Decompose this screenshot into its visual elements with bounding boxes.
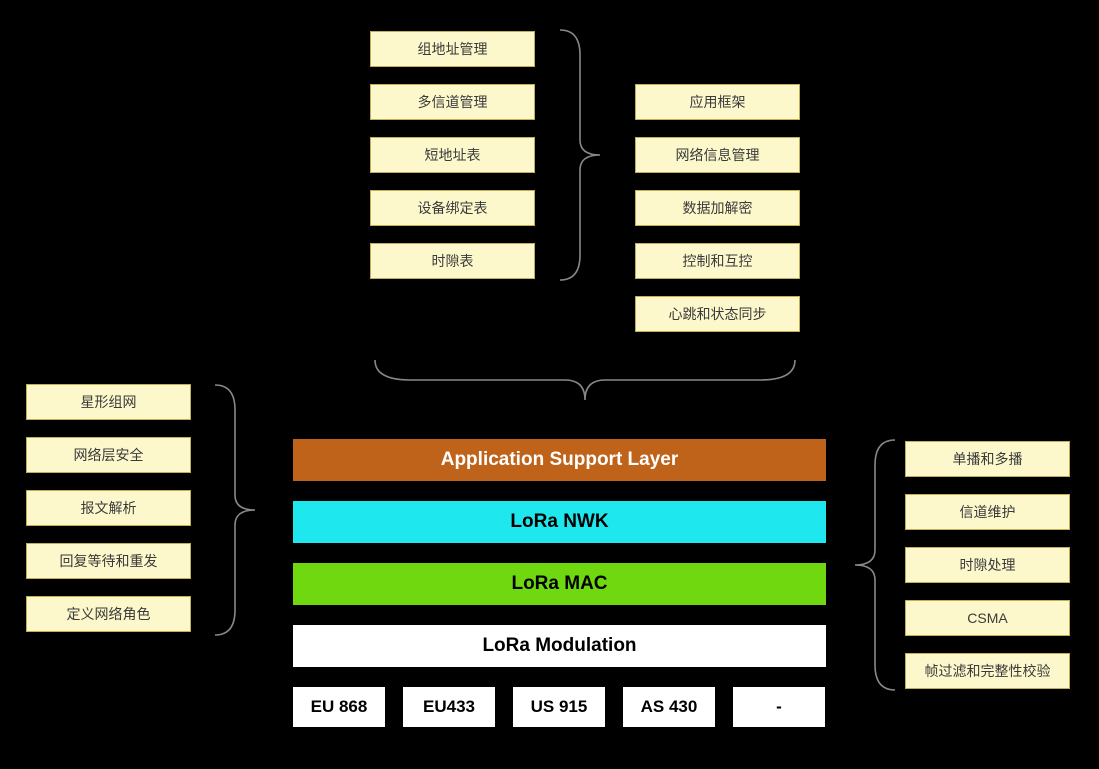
- label: 信道维护: [960, 502, 1016, 522]
- right-item: CSMA: [905, 600, 1070, 636]
- region-label: AS 430: [641, 697, 698, 717]
- label: 定义网络角色: [67, 604, 151, 624]
- top-right-item: 控制和互控: [635, 243, 800, 279]
- label: 控制和互控: [683, 251, 753, 271]
- layer-label: Application Support Layer: [441, 449, 679, 471]
- label: 星形组网: [81, 392, 137, 412]
- region-box: AS 430: [621, 685, 717, 729]
- label: 设备绑定表: [418, 198, 488, 218]
- top-left-item: 组地址管理: [370, 31, 535, 67]
- region-label: EU 868: [311, 697, 368, 717]
- label: 心跳和状态同步: [669, 304, 767, 324]
- layer-label: LoRa Modulation: [482, 635, 636, 657]
- label: 网络信息管理: [676, 145, 760, 165]
- brace-left-icon: [205, 380, 265, 640]
- label: 回复等待和重发: [60, 551, 158, 571]
- right-item: 帧过滤和完整性校验: [905, 653, 1070, 689]
- region-label: -: [776, 697, 782, 717]
- left-item: 星形组网: [26, 384, 191, 420]
- region-box: US 915: [511, 685, 607, 729]
- label: 多信道管理: [418, 92, 488, 112]
- label: 时隙处理: [960, 555, 1016, 575]
- region-box: EU 868: [291, 685, 387, 729]
- left-item: 回复等待和重发: [26, 543, 191, 579]
- layer-lora-modulation: LoRa Modulation: [291, 623, 828, 669]
- label: 组地址管理: [418, 39, 488, 59]
- label: CSMA: [967, 610, 1007, 626]
- left-item: 定义网络角色: [26, 596, 191, 632]
- left-item: 报文解析: [26, 490, 191, 526]
- region-label: US 915: [531, 697, 588, 717]
- top-left-item: 时隙表: [370, 243, 535, 279]
- top-right-item: 数据加解密: [635, 190, 800, 226]
- brace-down-icon: [370, 350, 800, 410]
- label: 报文解析: [81, 498, 137, 518]
- right-item: 单播和多播: [905, 441, 1070, 477]
- layer-label: LoRa MAC: [511, 573, 607, 595]
- region-box: EU433: [401, 685, 497, 729]
- layer-application-support: Application Support Layer: [291, 437, 828, 483]
- top-left-item: 多信道管理: [370, 84, 535, 120]
- label: 网络层安全: [74, 445, 144, 465]
- brace-right-icon: [845, 435, 905, 695]
- top-left-item: 短地址表: [370, 137, 535, 173]
- label: 数据加解密: [683, 198, 753, 218]
- label: 时隙表: [432, 251, 474, 271]
- left-item: 网络层安全: [26, 437, 191, 473]
- right-item: 时隙处理: [905, 547, 1070, 583]
- top-right-item: 应用框架: [635, 84, 800, 120]
- top-right-item: 心跳和状态同步: [635, 296, 800, 332]
- top-left-item: 设备绑定表: [370, 190, 535, 226]
- layer-lora-nwk: LoRa NWK: [291, 499, 828, 545]
- top-right-item: 网络信息管理: [635, 137, 800, 173]
- layer-lora-mac: LoRa MAC: [291, 561, 828, 607]
- label: 短地址表: [425, 145, 481, 165]
- label: 帧过滤和完整性校验: [925, 661, 1051, 681]
- brace-top-icon: [550, 25, 620, 285]
- label: 单播和多播: [953, 449, 1023, 469]
- right-item: 信道维护: [905, 494, 1070, 530]
- region-label: EU433: [423, 697, 475, 717]
- label: 应用框架: [690, 92, 746, 112]
- region-box: -: [731, 685, 827, 729]
- layer-label: LoRa NWK: [510, 511, 608, 533]
